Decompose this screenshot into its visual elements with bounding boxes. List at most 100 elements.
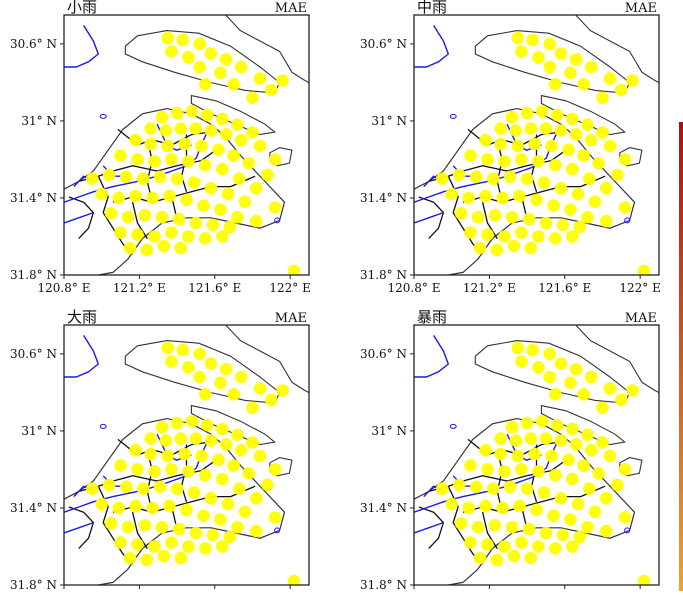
station-point — [569, 128, 583, 141]
station-point — [584, 60, 598, 74]
station-point — [505, 520, 519, 534]
station-point — [155, 420, 169, 434]
station-point — [490, 553, 504, 567]
station-point — [481, 153, 494, 166]
station-point — [199, 542, 212, 555]
station-point — [532, 465, 545, 478]
station-point — [498, 155, 511, 168]
station-point — [227, 78, 240, 91]
y-tick-label: 30.6° N — [360, 37, 407, 51]
station-point — [532, 230, 545, 243]
station-point — [618, 463, 632, 476]
station-point — [496, 191, 509, 205]
station-point — [157, 239, 171, 253]
panel-title: 中雨 — [417, 0, 447, 16]
district-boundary — [428, 459, 567, 493]
station-point — [199, 388, 212, 401]
station-point — [532, 155, 545, 168]
station-point — [577, 388, 590, 401]
colorbar — [679, 122, 683, 591]
mainland-coastline — [414, 417, 636, 585]
station-point — [524, 432, 538, 445]
map-panel: 大雨 MAE 31.8° N 31.4° N 31° N 30.6° N — [10, 308, 310, 592]
district-boundary — [68, 506, 95, 550]
station-point — [505, 420, 519, 434]
station-point — [577, 459, 590, 472]
station-point — [549, 542, 562, 555]
y-tick-label: 30.6° N — [10, 37, 57, 51]
station-point — [163, 189, 176, 203]
station-point — [464, 149, 477, 162]
station-point — [140, 553, 154, 567]
station-point — [234, 133, 248, 147]
station-point — [170, 172, 184, 185]
station-point — [204, 492, 218, 505]
station-point — [569, 438, 583, 451]
station-point — [216, 162, 229, 176]
station-point — [95, 187, 108, 201]
station-point — [265, 83, 278, 97]
lake — [624, 217, 631, 224]
lake — [99, 113, 107, 119]
station-point — [129, 499, 142, 513]
station-point — [195, 139, 208, 153]
station-point — [599, 214, 613, 228]
station-point — [268, 511, 282, 524]
lake — [449, 113, 457, 119]
river — [414, 521, 444, 534]
station-point — [549, 232, 562, 245]
station-point — [178, 137, 191, 151]
station-point — [581, 520, 594, 534]
station-point — [155, 210, 169, 224]
mainland-coastline — [64, 417, 286, 585]
station-point — [182, 155, 195, 168]
station-point — [507, 239, 521, 253]
station-point — [212, 143, 225, 157]
district-boundary — [78, 149, 217, 183]
station-point — [549, 468, 562, 482]
map-panel: 暴雨 MAE 31.8° N 31.4° N 31° N 30.6° N — [360, 308, 660, 592]
station-point — [261, 478, 274, 492]
station-point — [165, 536, 178, 549]
y-tick-label: 30.6° N — [360, 347, 407, 361]
station-point — [573, 530, 587, 544]
station-point — [163, 499, 176, 513]
station-point — [153, 170, 167, 184]
station-point — [539, 122, 553, 135]
north-coastline — [225, 325, 309, 394]
station-point — [524, 241, 538, 255]
station-point — [155, 110, 169, 124]
x-tick-label: 122° E — [619, 281, 660, 295]
y-tick-label: 31.8° N — [360, 268, 407, 282]
station-point — [159, 434, 173, 447]
station-point — [185, 105, 199, 118]
station-point — [626, 74, 639, 87]
station-point — [114, 226, 127, 239]
station-point — [532, 361, 545, 374]
station-point — [253, 449, 267, 463]
panel-frame — [63, 324, 310, 586]
station-point — [214, 513, 227, 526]
station-point — [498, 540, 511, 553]
station-point — [136, 482, 150, 496]
map-content — [414, 325, 659, 585]
river — [414, 335, 449, 378]
station-point — [515, 153, 528, 166]
station-point — [138, 209, 152, 222]
station-point — [102, 478, 116, 492]
lake — [274, 527, 281, 534]
north-coastline — [575, 325, 659, 394]
station-point — [161, 139, 174, 153]
map-panel: 中雨 MAE 31.8° N 31.4° N 31° N 30.6° N 120.8° E 1… — [360, 0, 661, 295]
station-point — [524, 551, 538, 565]
station-point — [221, 187, 235, 201]
station-point — [197, 509, 210, 522]
station-point — [148, 230, 161, 243]
station-point — [537, 486, 551, 499]
station-point — [223, 530, 237, 544]
station-point — [603, 72, 617, 85]
station-point — [182, 230, 195, 243]
river — [414, 211, 444, 224]
river — [64, 335, 99, 378]
station-point — [174, 241, 188, 255]
